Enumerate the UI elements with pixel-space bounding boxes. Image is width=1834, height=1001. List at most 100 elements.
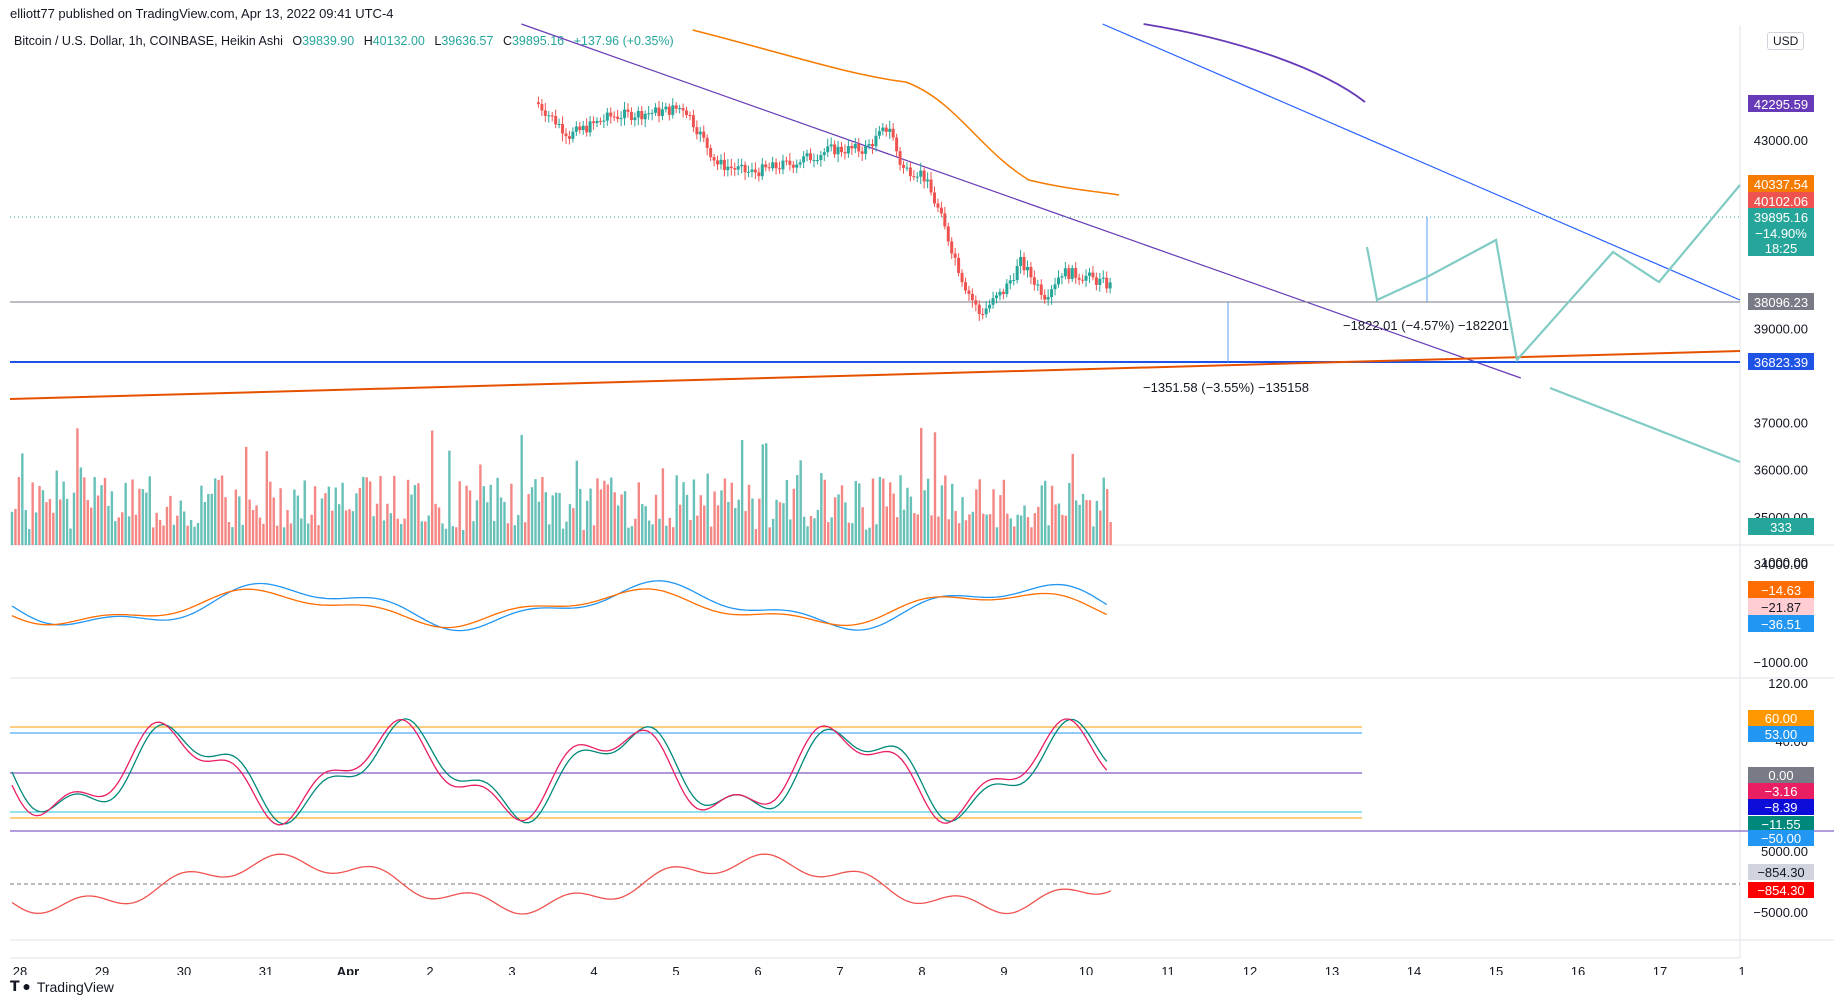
volume-bar bbox=[275, 525, 279, 545]
ema-line bbox=[692, 29, 1120, 196]
volume-bar bbox=[672, 527, 675, 545]
volume-bar bbox=[48, 498, 52, 545]
volume-bar bbox=[231, 527, 234, 545]
volume-bar bbox=[599, 489, 603, 545]
volume-bar bbox=[534, 479, 537, 545]
volume-bar bbox=[38, 485, 41, 545]
volume-bar bbox=[424, 521, 427, 545]
x-tick-label: 9 bbox=[1000, 964, 1007, 975]
volume-bar bbox=[403, 518, 406, 545]
volume-bar bbox=[382, 520, 386, 545]
candle-body bbox=[705, 137, 709, 148]
x-tick-label: 12 bbox=[1243, 964, 1257, 975]
volume-bar bbox=[496, 477, 499, 545]
volume-bar bbox=[489, 484, 492, 545]
volume-bar bbox=[909, 496, 913, 545]
candle-body bbox=[647, 113, 651, 115]
volume-bar bbox=[840, 485, 844, 545]
srsi-tag-bg bbox=[1748, 767, 1814, 783]
volume-bar bbox=[517, 514, 520, 545]
volume-bar bbox=[114, 521, 117, 545]
price-tag-label: −14.90% bbox=[1755, 226, 1807, 241]
volume-bar bbox=[72, 492, 76, 545]
volume-bar bbox=[1019, 515, 1023, 545]
volume-bar bbox=[620, 494, 623, 545]
volume-bar bbox=[79, 467, 83, 545]
candle-body bbox=[1025, 266, 1029, 271]
volume-bar bbox=[220, 475, 224, 545]
candle-body bbox=[753, 169, 757, 173]
volume-bar bbox=[696, 515, 699, 545]
osc-tag-label: −854.30 bbox=[1757, 883, 1804, 898]
macd-tag-bg bbox=[1748, 598, 1814, 615]
volume-bar bbox=[468, 490, 472, 545]
volume-bar bbox=[675, 475, 678, 545]
volume-bar bbox=[610, 477, 613, 545]
srsi-tag-bg bbox=[1748, 710, 1814, 726]
candle-body bbox=[771, 162, 775, 169]
volume-bar bbox=[954, 511, 957, 545]
candle-body bbox=[846, 146, 850, 154]
price-tag-label: 333 bbox=[1770, 520, 1792, 535]
srsi-tag-label: 0.00 bbox=[1768, 768, 1793, 783]
volume-bar bbox=[727, 501, 730, 545]
volume-bar bbox=[961, 497, 964, 545]
footer-brand: 𝗧 ● TradingView bbox=[10, 978, 114, 995]
volume-bar bbox=[258, 517, 262, 545]
candle-body bbox=[1091, 272, 1095, 278]
price-tag-label: 40337.54 bbox=[1754, 177, 1808, 192]
x-tick-label: 3 bbox=[508, 964, 515, 975]
candle-body bbox=[1067, 268, 1071, 279]
candle-body bbox=[678, 108, 682, 110]
price-tag-bg bbox=[1748, 208, 1814, 225]
candle-body bbox=[709, 147, 713, 158]
volume-bar bbox=[758, 498, 761, 545]
candle-body bbox=[578, 126, 582, 131]
volume-bar bbox=[492, 520, 496, 545]
volume-bar bbox=[365, 477, 368, 545]
candle-body bbox=[1063, 268, 1067, 277]
candle-body bbox=[774, 162, 778, 169]
volume-bar bbox=[269, 481, 272, 545]
volume-bar bbox=[103, 477, 107, 545]
candle-body bbox=[1046, 297, 1050, 300]
candle-body bbox=[998, 291, 1002, 296]
chart-canvas[interactable]: 43000.0042000.0041000.0039000.0037000.00… bbox=[0, 0, 1834, 975]
volume-bar bbox=[751, 498, 754, 545]
volume-bar bbox=[682, 482, 685, 545]
volume-bar bbox=[461, 529, 465, 545]
srsi-tag-bg bbox=[1748, 816, 1814, 832]
publisher-header: elliott77 published on TradingView.com, … bbox=[10, 6, 394, 21]
volume-bar bbox=[520, 434, 523, 545]
volume-bar bbox=[272, 497, 275, 545]
volume-bar bbox=[982, 513, 985, 545]
candle-body bbox=[829, 144, 833, 147]
candle-body bbox=[908, 167, 912, 177]
volume-bar bbox=[551, 495, 554, 545]
candle-body bbox=[953, 253, 957, 258]
volume-bar bbox=[1068, 482, 1071, 545]
volume-bar bbox=[213, 478, 217, 545]
volume-bar bbox=[393, 475, 396, 545]
open-value: 39839.90 bbox=[302, 34, 355, 48]
volume-bar bbox=[875, 524, 878, 545]
candle-body bbox=[877, 131, 881, 136]
volume-bar bbox=[523, 522, 527, 545]
volume-bar bbox=[434, 503, 437, 545]
low-value: 39636.57 bbox=[441, 34, 494, 48]
candle-body bbox=[702, 131, 706, 138]
osc-y-tick: −5000.00 bbox=[1753, 905, 1808, 920]
volume-bar bbox=[134, 514, 138, 545]
volume-bar bbox=[868, 527, 871, 545]
price-tag-label: 38096.23 bbox=[1754, 295, 1808, 310]
currency-button[interactable]: USD bbox=[1767, 32, 1805, 50]
candle-body bbox=[760, 164, 764, 177]
volume-bar bbox=[155, 512, 158, 545]
price-tag-bg bbox=[1748, 175, 1814, 192]
candle-body bbox=[667, 106, 671, 115]
candle-body bbox=[712, 157, 716, 161]
volume-bar bbox=[930, 515, 933, 545]
candle-body bbox=[819, 155, 823, 160]
candle-body bbox=[1101, 277, 1105, 279]
volume-bar bbox=[96, 495, 100, 545]
